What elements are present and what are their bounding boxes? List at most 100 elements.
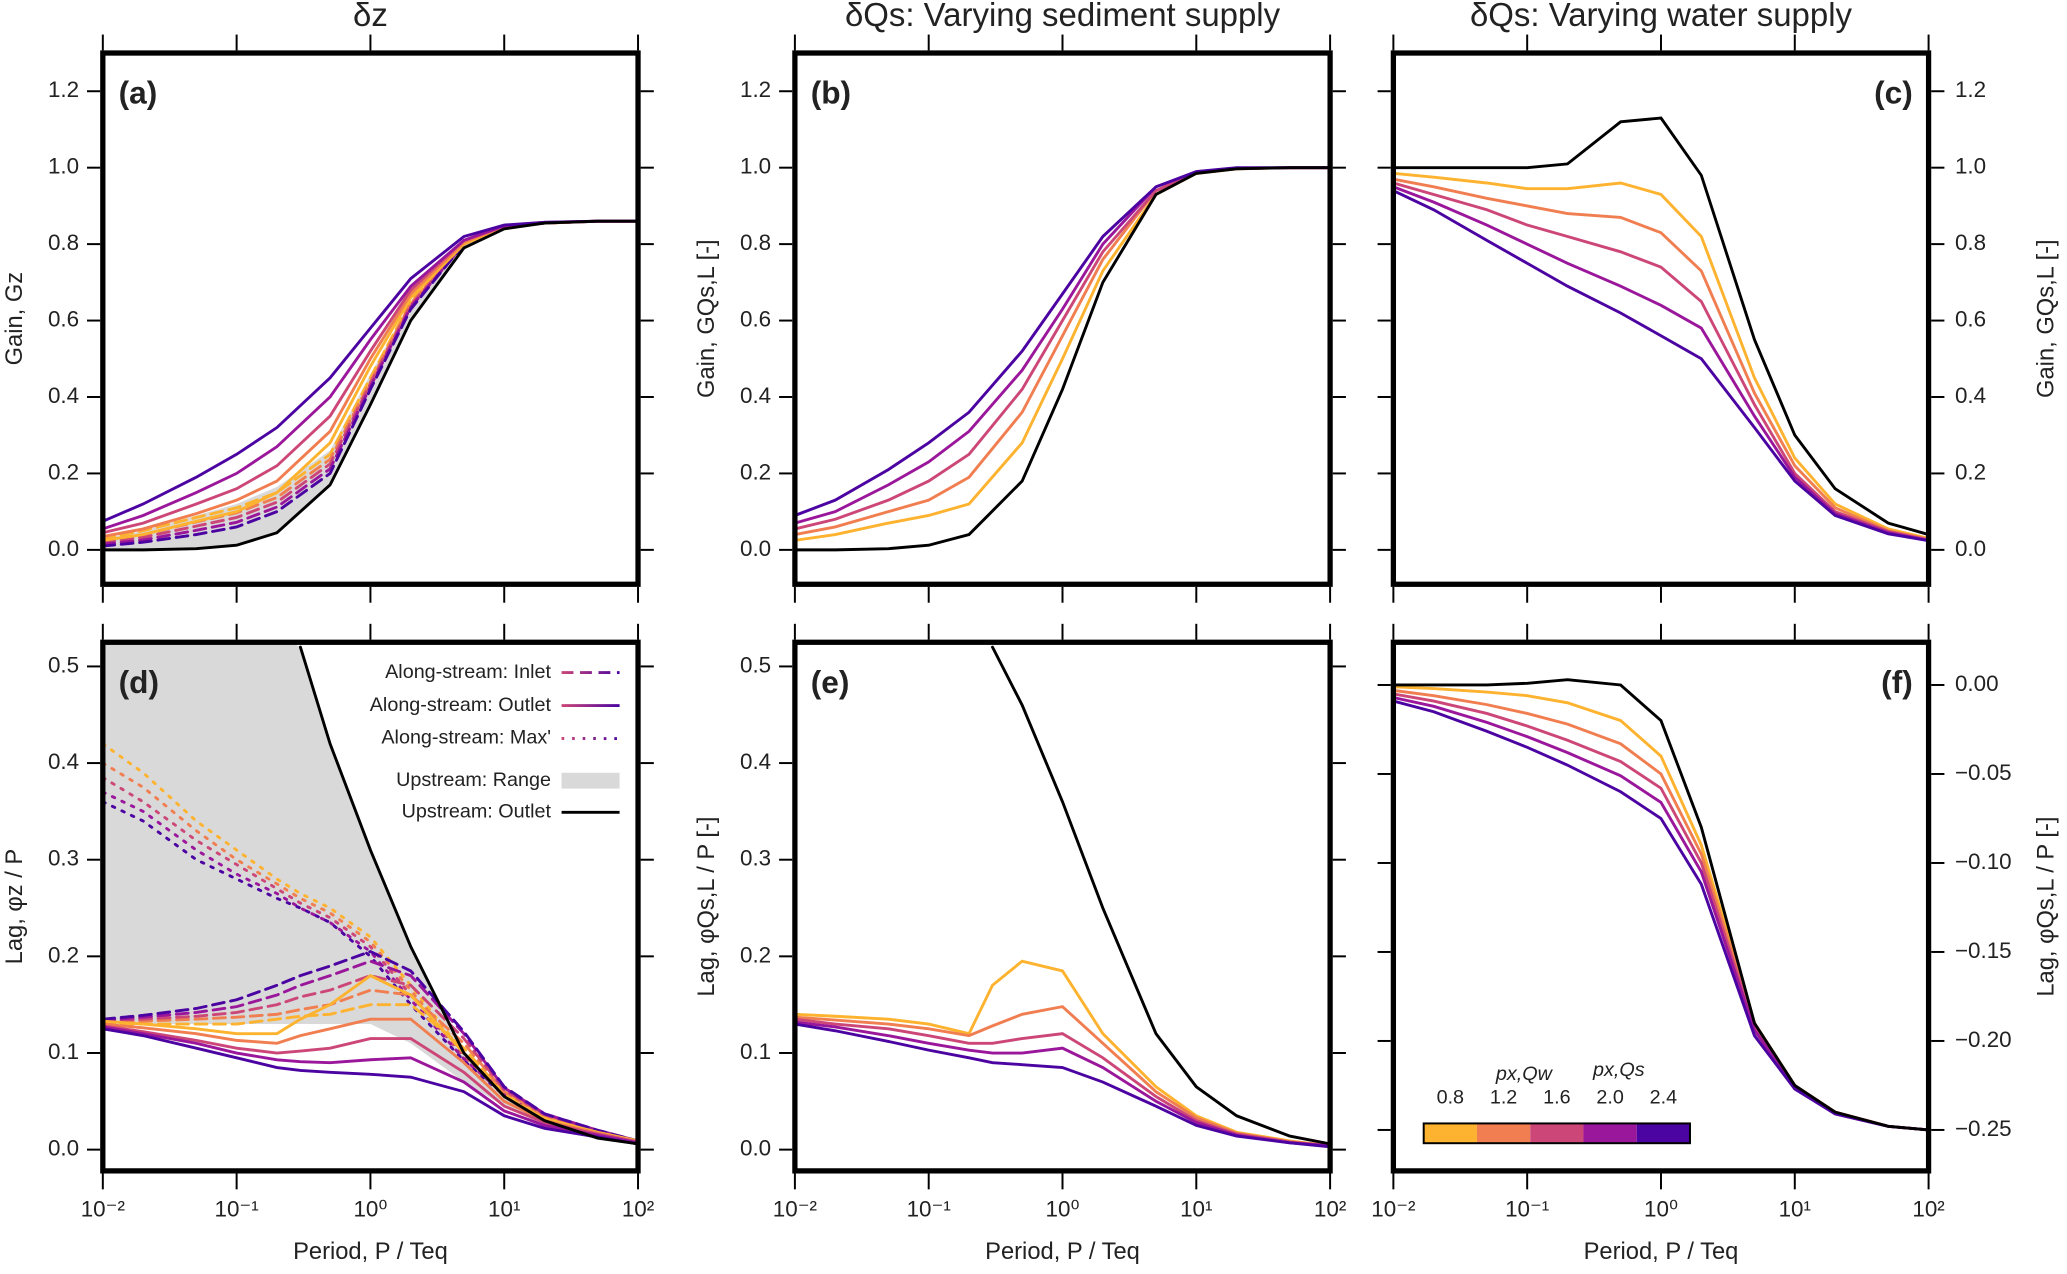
y-tick-label: 1.2 bbox=[48, 77, 79, 102]
colorbar-segment bbox=[1423, 1123, 1477, 1144]
series-line bbox=[1393, 181, 1929, 542]
x-tick-label: 10⁻¹ bbox=[1505, 1196, 1549, 1221]
x-tick-label: 10¹ bbox=[1779, 1196, 1811, 1221]
colorbar-tick-label: 0.8 bbox=[1437, 1087, 1464, 1109]
x-axis-label: Period, P / Teq bbox=[293, 1239, 448, 1265]
series-line bbox=[102, 800, 639, 1146]
axes-frame bbox=[1390, 639, 1932, 1174]
series-line bbox=[794, 166, 1331, 542]
y-tick-label: −0.25 bbox=[1955, 1116, 2012, 1141]
x-tick-label: 10⁻¹ bbox=[215, 1196, 259, 1221]
series-line bbox=[1393, 116, 1929, 537]
series-line bbox=[1393, 185, 1929, 542]
y-tick-label: 0.4 bbox=[48, 383, 79, 408]
legend-label: Along-stream: Inlet bbox=[385, 661, 551, 683]
y-tick-label: −0.20 bbox=[1955, 1027, 2012, 1052]
y-tick-label: 0.4 bbox=[740, 749, 771, 774]
y-tick-label: 0.4 bbox=[740, 383, 771, 408]
colorbar-segment bbox=[1636, 1123, 1690, 1144]
colorbar-tick-label: 2.4 bbox=[1650, 1087, 1677, 1109]
x-tick-label: 10¹ bbox=[1180, 1196, 1212, 1221]
y-tick-label: 0.00 bbox=[1955, 671, 1999, 696]
series-line bbox=[794, 166, 1331, 537]
x-tick-label: 10⁻² bbox=[1371, 1196, 1416, 1221]
x-tick-label: 10⁰ bbox=[353, 1196, 387, 1221]
colorbar-frame bbox=[1422, 1122, 1691, 1145]
series-line bbox=[991, 645, 1331, 1146]
y-tick-label: 0.8 bbox=[48, 230, 79, 255]
y-tick-label: 0.3 bbox=[48, 846, 79, 871]
x-tick-label: 10² bbox=[622, 1196, 655, 1221]
series-line bbox=[298, 645, 639, 1146]
legend-label: Upstream: Range bbox=[396, 769, 551, 791]
series-line bbox=[102, 959, 639, 1143]
legend-label: Upstream: Outlet bbox=[402, 801, 552, 823]
y-axis-label: Gain, GQs,L [-] bbox=[2033, 239, 2059, 398]
x-tick-label: 10² bbox=[1314, 1196, 1347, 1221]
y-tick-label: 0.8 bbox=[1955, 230, 1986, 255]
series-line bbox=[102, 219, 639, 544]
series-line bbox=[794, 1022, 1331, 1149]
y-tick-label: 0.1 bbox=[48, 1039, 79, 1064]
legend-label: Along-stream: Max' bbox=[381, 727, 551, 749]
x-tick-label: 10⁰ bbox=[1046, 1196, 1080, 1221]
series-line bbox=[1393, 696, 1929, 1132]
y-tick-label: 0.2 bbox=[48, 942, 79, 967]
series-line bbox=[102, 974, 639, 1143]
range-band bbox=[102, 642, 639, 1145]
y-tick-label: 0.0 bbox=[740, 1136, 771, 1161]
series-line bbox=[102, 219, 639, 552]
series-line bbox=[1393, 699, 1929, 1132]
panel-label: (b) bbox=[811, 75, 851, 111]
y-tick-label: 0.0 bbox=[740, 536, 771, 561]
panel-label: (a) bbox=[119, 75, 158, 111]
y-axis-label: Lag, φz / P bbox=[2, 849, 28, 965]
series-line bbox=[794, 959, 1331, 1148]
y-tick-label: 0.1 bbox=[740, 1039, 771, 1064]
y-tick-label: 1.2 bbox=[1955, 77, 1986, 102]
y-tick-label: 0.6 bbox=[1955, 306, 1986, 331]
x-tick-label: 10⁻¹ bbox=[907, 1196, 951, 1221]
plot-area bbox=[102, 642, 639, 1146]
y-tick-label: 0.4 bbox=[1955, 383, 1986, 408]
y-tick-label: 0.0 bbox=[1955, 536, 1986, 561]
series-line bbox=[794, 166, 1331, 525]
y-tick-label: 0.4 bbox=[48, 749, 79, 774]
colorbar-tick-label: 1.6 bbox=[1543, 1087, 1570, 1109]
series-line bbox=[102, 742, 639, 1146]
series-line bbox=[102, 1024, 639, 1144]
legend-label: Along-stream: Outlet bbox=[370, 694, 552, 716]
colorbar-tick-label: 2.0 bbox=[1596, 1087, 1623, 1109]
colorbar-segment bbox=[1583, 1123, 1637, 1144]
panel-label: (c) bbox=[1874, 75, 1913, 111]
y-tick-label: 0.0 bbox=[48, 1136, 79, 1161]
series-line bbox=[102, 949, 639, 1143]
y-tick-label: 0.2 bbox=[1955, 459, 1986, 484]
axes-frame bbox=[100, 639, 641, 1174]
column-title: δz bbox=[353, 0, 388, 33]
series-line bbox=[1393, 189, 1929, 543]
series-line bbox=[1393, 678, 1929, 1132]
y-tick-label: 0.3 bbox=[740, 846, 771, 871]
x-axis-label: Period, P / Teq bbox=[1584, 1239, 1739, 1265]
series-line bbox=[102, 988, 639, 1143]
colorbar-label: px,Qw bbox=[1495, 1063, 1554, 1085]
series-line bbox=[794, 1020, 1331, 1148]
x-tick-label: 10¹ bbox=[488, 1196, 520, 1221]
colorbar-label: px,Qs bbox=[1592, 1059, 1645, 1081]
series-line bbox=[794, 166, 1331, 517]
y-tick-label: −0.15 bbox=[1955, 938, 2012, 963]
series-line bbox=[794, 166, 1331, 531]
plot-area bbox=[102, 219, 639, 552]
y-tick-label: 0.2 bbox=[740, 942, 771, 967]
plot-area bbox=[794, 645, 1331, 1149]
plot-area bbox=[1393, 116, 1929, 543]
panel-label: (f) bbox=[1881, 664, 1913, 700]
y-tick-label: 1.0 bbox=[48, 154, 79, 179]
y-tick-label: 1.2 bbox=[740, 77, 771, 102]
column-title: δQs: Varying sediment supply bbox=[845, 0, 1281, 33]
series-line bbox=[1393, 171, 1929, 540]
y-tick-label: −0.10 bbox=[1955, 849, 2012, 874]
y-tick-label: 0.0 bbox=[48, 536, 79, 561]
colorbar-segment bbox=[1476, 1123, 1531, 1144]
